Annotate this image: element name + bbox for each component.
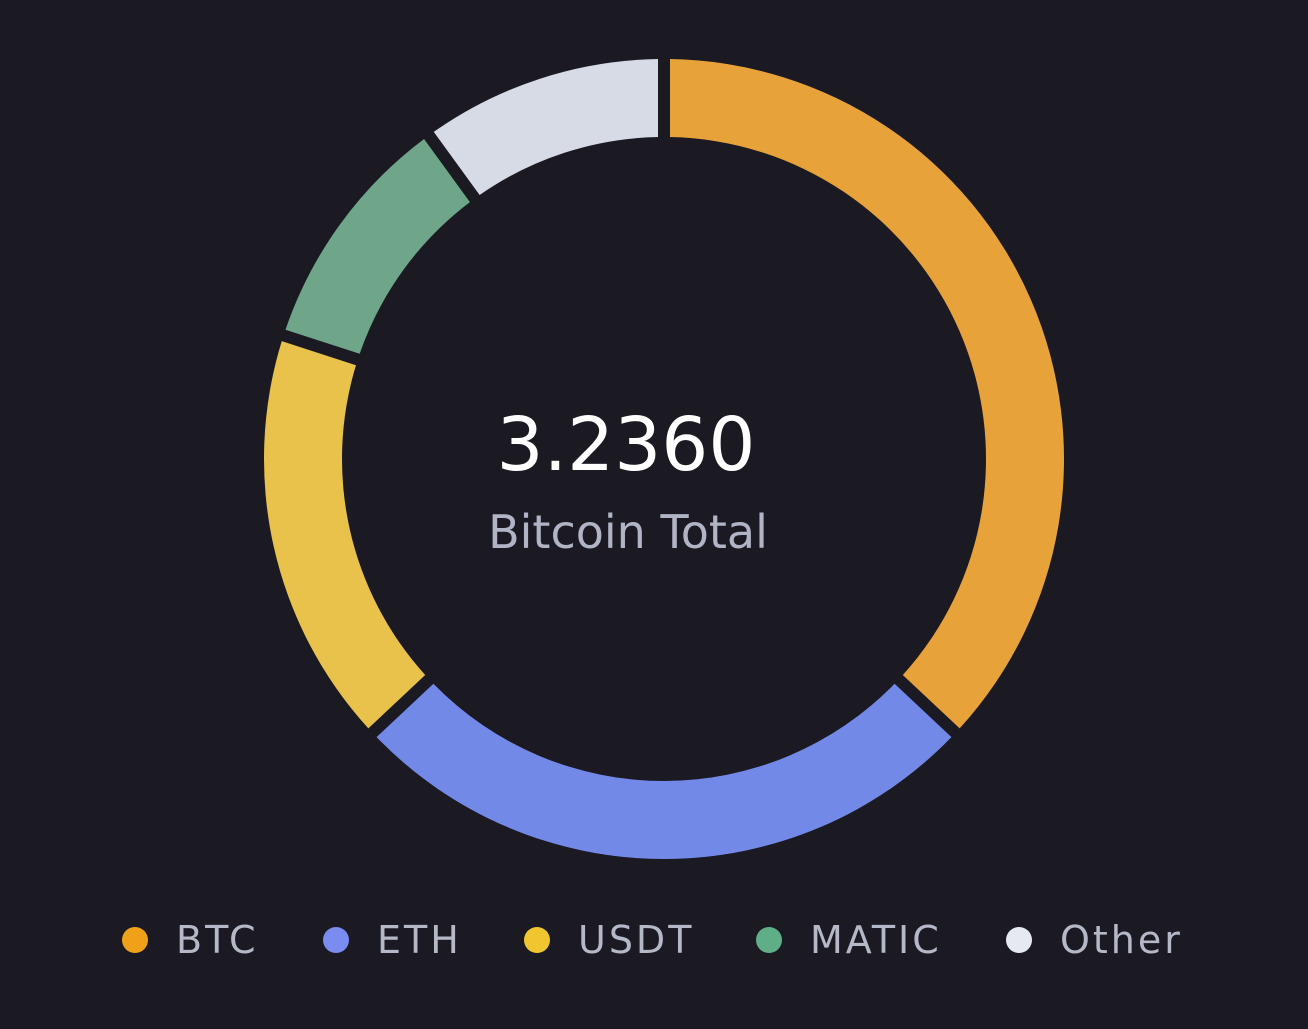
legend-item-btc[interactable]: BTC xyxy=(122,900,259,980)
center-label: Bitcoin Total xyxy=(488,505,768,559)
donut-slice-other[interactable] xyxy=(433,59,659,196)
legend-label-other: Other xyxy=(1060,918,1183,962)
legend-item-usdt[interactable]: USDT xyxy=(524,900,694,980)
legend-label-matic: MATIC xyxy=(810,918,942,962)
legend-dot-usdt xyxy=(524,927,550,953)
legend-item-eth[interactable]: ETH xyxy=(323,900,462,980)
legend-dot-other xyxy=(1006,927,1032,953)
legend-dot-eth xyxy=(323,927,349,953)
legend-item-other[interactable]: Other xyxy=(1006,900,1183,980)
legend-dot-matic xyxy=(756,927,782,953)
donut-chart: 3.2360 Bitcoin Total xyxy=(264,59,1064,860)
legend: BTC ETH USDT MATIC Other xyxy=(0,900,1308,980)
legend-label-eth: ETH xyxy=(377,918,462,962)
legend-item-matic[interactable]: MATIC xyxy=(756,900,942,980)
donut-slice-eth[interactable] xyxy=(376,683,952,860)
legend-label-btc: BTC xyxy=(176,918,259,962)
legend-dot-btc xyxy=(122,927,148,953)
center-value: 3.2360 xyxy=(497,402,756,488)
legend-label-usdt: USDT xyxy=(578,918,695,962)
donut-slice-matic[interactable] xyxy=(285,138,470,354)
donut-slice-usdt[interactable] xyxy=(264,341,426,729)
donut-slice-btc[interactable] xyxy=(669,59,1064,729)
